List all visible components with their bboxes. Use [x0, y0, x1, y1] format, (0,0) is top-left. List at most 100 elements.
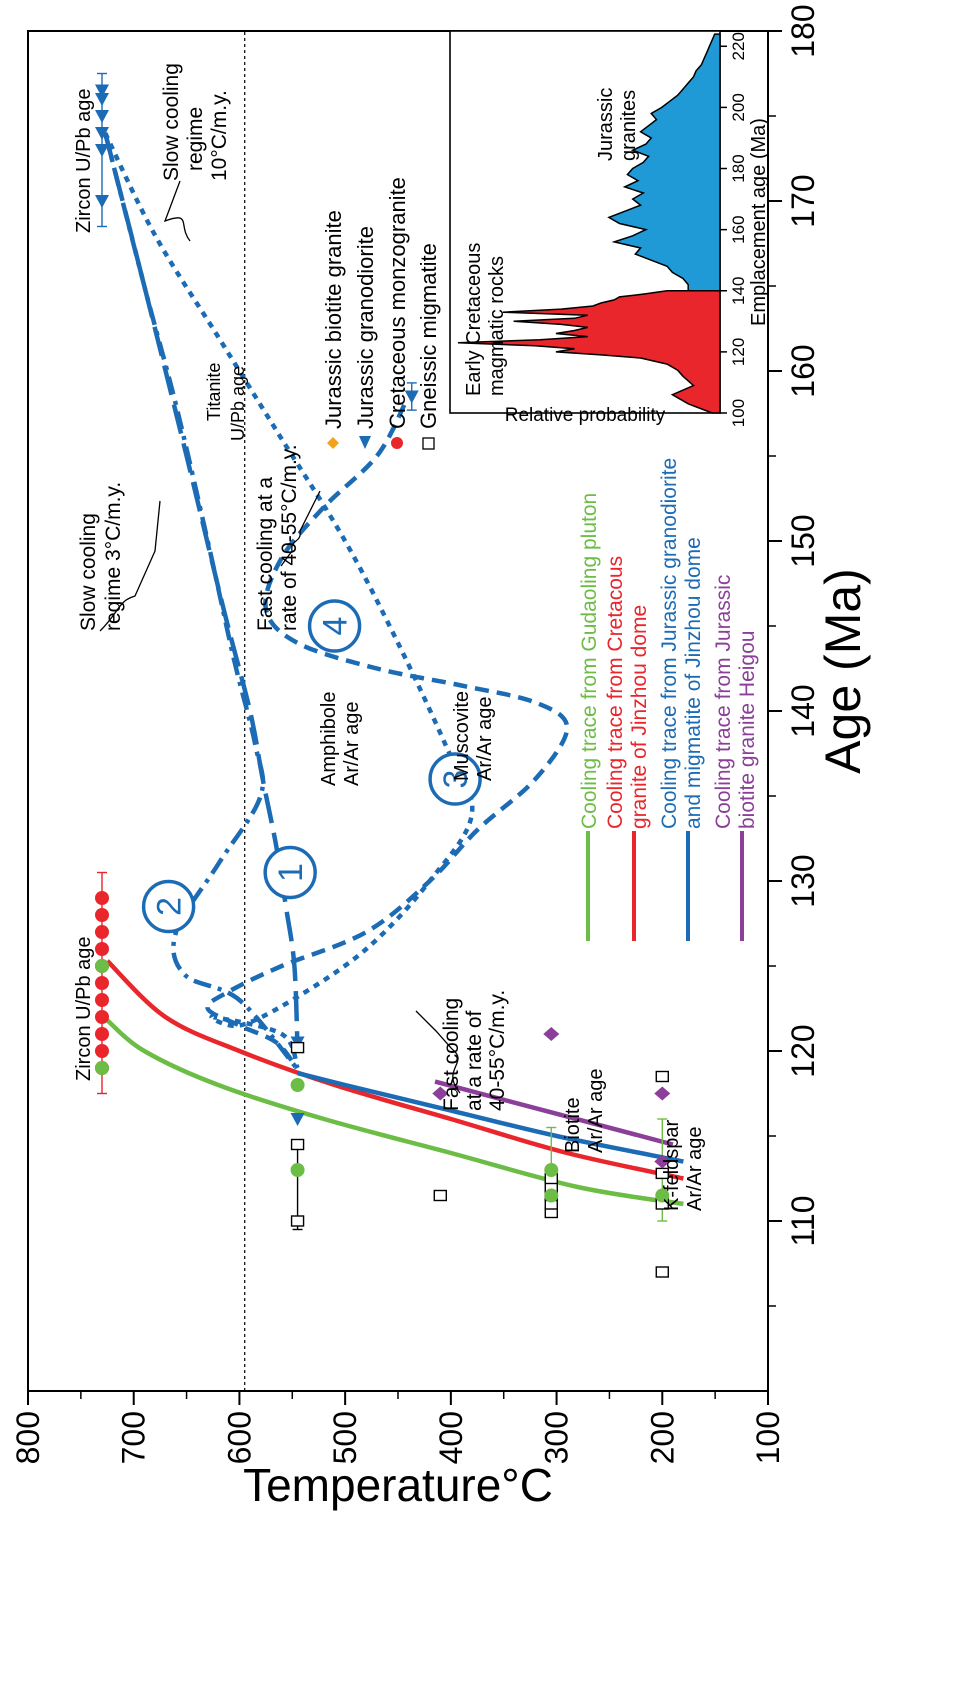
x-tick-label: 180: [785, 4, 821, 57]
svg-text:granites: granites: [618, 90, 640, 161]
svg-text:Ar/Ar age: Ar/Ar age: [585, 1069, 607, 1153]
inset-area-0: [457, 290, 721, 414]
x-tick-label: 130: [785, 854, 821, 907]
point-circle: [95, 993, 109, 1007]
svg-text:Ar/Ar age: Ar/Ar age: [341, 702, 363, 786]
svg-text:Amphibole: Amphibole: [318, 691, 340, 786]
dashed-path-2: [103, 132, 299, 1070]
point-circle: [95, 942, 109, 956]
svg-text:Ar/Ar age: Ar/Ar age: [684, 1127, 706, 1211]
svg-text:Cooling trace from Gudaoling p: Cooling trace from Gudaoling pluton: [578, 493, 601, 829]
legend-item-jurassic-granodiorite: Jurassic granodiorite: [353, 226, 378, 449]
svg-text:Ar/Ar age: Ar/Ar age: [474, 697, 496, 781]
point-diamond: [654, 1086, 671, 1101]
y-axis: 100 200 300 400 500 600 700 800: [10, 1391, 786, 1464]
annotation-slow-cooling-3: Slow cooling regime 3°C/m.y.: [77, 482, 161, 632]
svg-text:Jurassic biotite granite: Jurassic biotite granite: [321, 210, 346, 429]
svg-text:Fast cooling at a: Fast cooling at a: [254, 477, 277, 631]
svg-text:biotite granite Heigou: biotite granite Heigou: [736, 631, 759, 829]
inset-x-tick-label: 220: [729, 32, 748, 60]
inset-x-tick-label: 120: [729, 338, 748, 366]
legend-line-heigou: Cooling trace from Jurassic biotite gran…: [712, 575, 759, 941]
svg-text:U/Pb age: U/Pb age: [228, 366, 248, 441]
inset-x-tick-label: 160: [729, 215, 748, 243]
svg-text:and migmatite of Jinzhou dome: and migmatite of Jinzhou dome: [682, 537, 705, 829]
path-label-circle: [141, 879, 196, 934]
path-label-circle: [307, 599, 362, 653]
inset-x-tick-label: 100: [729, 399, 748, 427]
inset-y-axis-title: Relative probability: [505, 405, 666, 426]
point-circle: [95, 959, 109, 973]
svg-text:Fast cooling: Fast cooling: [440, 998, 463, 1111]
point-triangle: [95, 84, 109, 98]
point-circle: [95, 1027, 109, 1041]
inset-x-tick-label: 140: [729, 277, 748, 305]
point-circle: [95, 891, 109, 905]
svg-text:Cooling trace from Jurassic: Cooling trace from Jurassic: [712, 575, 735, 829]
legend-line-jurassic-granodiorite: Cooling trace from Jurassic granodiorite…: [658, 458, 705, 941]
legend-lines: Cooling trace from Gudaoling pluton Cool…: [578, 458, 759, 941]
svg-text:at a rate of: at a rate of: [463, 1010, 486, 1111]
y-tick-label: 400: [433, 1411, 469, 1464]
legend-square-open: [422, 437, 435, 450]
svg-text:magmatic rocks: magmatic rocks: [486, 256, 508, 396]
svg-text:Early Cretaceous: Early Cretaceous: [463, 243, 485, 396]
data-points: [95, 84, 671, 1278]
point-square: [290, 1041, 305, 1054]
point-square: [290, 1215, 305, 1227]
svg-text:Jurassic granodiorite: Jurassic granodiorite: [353, 226, 378, 429]
point-circle: [290, 1078, 305, 1092]
point-triangle: [95, 144, 109, 157]
path-label-circle: [263, 845, 317, 900]
inset-annotation-early-cretaceous: Early Cretaceous magmatic rocks: [463, 243, 508, 396]
point-square: [433, 1189, 447, 1202]
svg-text:Jurassic: Jurassic: [595, 88, 617, 161]
point-triangle: [95, 195, 109, 208]
x-tick-label: 110: [785, 1195, 821, 1246]
y-tick-label: 100: [750, 1411, 786, 1464]
point-triangle: [95, 127, 109, 140]
dashed-path-1: [103, 132, 300, 1052]
point-circle: [544, 1188, 559, 1203]
legend-diamond-orange: [327, 437, 339, 449]
point-circle: [95, 1044, 109, 1058]
point-diamond: [543, 1027, 560, 1041]
annotation-fast-cooling-1: Fast cooling at a rate of 40-55°C/m.y.: [415, 990, 509, 1111]
point-square: [655, 1070, 669, 1083]
point-square: [655, 1266, 669, 1278]
svg-text:Slow cooling: Slow cooling: [77, 513, 100, 631]
inset-annotation-jurassic-granites: Jurassic granites: [595, 88, 640, 161]
svg-text:Muscovite: Muscovite: [451, 691, 473, 781]
point-diamond: [654, 1154, 671, 1169]
svg-text:rate of 40-55°C/m.y.: rate of 40-55°C/m.y.: [278, 444, 301, 631]
annotation-titanite: Titanite U/Pb age: [204, 363, 248, 441]
svg-text:Zircon U/Pb age: Zircon U/Pb age: [73, 88, 95, 233]
cooling-trace-1: [105, 959, 684, 1181]
cooling-trace-0: [105, 1018, 684, 1207]
point-triangle: [95, 110, 109, 123]
point-circle: [95, 976, 109, 990]
inset-x-axis: 100 120 140 160 180 200 220: [720, 32, 748, 427]
legend-line-gudaoling: Cooling trace from Gudaoling pluton: [578, 493, 601, 941]
point-circle: [95, 1010, 109, 1024]
y-tick-label: 600: [221, 1411, 257, 1464]
cooling-trace-2: [297, 1070, 684, 1164]
path-label-4: 4: [317, 617, 355, 636]
y-tick-label: 500: [327, 1411, 363, 1464]
point-circle: [95, 908, 109, 922]
x-tick-label: 150: [785, 514, 821, 567]
annotation-slow-cooling-10: Slow cooling regime 10°C/m.y.: [160, 63, 231, 242]
point-triangle: [290, 1113, 305, 1126]
cooling-trace-3: [434, 1079, 674, 1147]
legend-triangle-blue: [359, 436, 371, 449]
path-labels: 1 2 3 4: [141, 599, 482, 934]
point-circle: [290, 1163, 305, 1177]
x-tick-label: 120: [785, 1024, 821, 1077]
path-label-1: 1: [272, 863, 310, 882]
svg-text:Cooling trace from Jurassic gr: Cooling trace from Jurassic granodiorite: [658, 458, 681, 829]
annotation-zircon-jurassic: Zircon U/Pb age: [73, 88, 95, 233]
y-axis-title: Temperature°C: [243, 1459, 553, 1511]
legend-item-gneissic-migmatite: Gneissic migmatite: [416, 243, 441, 450]
y-tick-label: 200: [644, 1411, 680, 1464]
